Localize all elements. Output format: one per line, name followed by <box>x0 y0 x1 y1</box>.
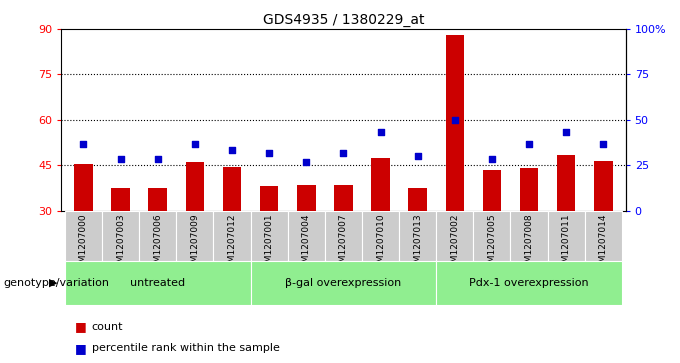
Text: GSM1207010: GSM1207010 <box>376 213 385 274</box>
Text: count: count <box>92 322 123 332</box>
Bar <box>362 211 399 261</box>
Point <box>226 147 237 153</box>
Point <box>115 156 126 162</box>
Point <box>449 117 460 123</box>
Text: GSM1207002: GSM1207002 <box>450 213 459 274</box>
Point <box>226 147 237 153</box>
Bar <box>594 160 613 211</box>
Point <box>338 150 349 156</box>
Bar <box>250 211 288 261</box>
Text: GSM1207013: GSM1207013 <box>413 213 422 274</box>
Point <box>524 141 534 147</box>
Bar <box>557 155 575 211</box>
Point <box>598 141 609 147</box>
Bar <box>223 167 241 211</box>
Text: GSM1207014: GSM1207014 <box>599 213 608 274</box>
Point <box>375 129 386 135</box>
Point <box>598 141 609 147</box>
Point <box>338 150 349 156</box>
Text: β-gal overexpression: β-gal overexpression <box>286 278 401 288</box>
Point <box>264 150 275 156</box>
Text: GSM1207005: GSM1207005 <box>488 213 496 274</box>
Text: GSM1207004: GSM1207004 <box>302 213 311 274</box>
Bar <box>148 188 167 211</box>
Point <box>115 156 126 162</box>
Text: GSM1207009: GSM1207009 <box>190 213 199 274</box>
Bar <box>585 211 622 261</box>
Point <box>412 153 423 159</box>
Point <box>152 156 163 162</box>
Point <box>301 159 311 165</box>
Text: ▶: ▶ <box>50 278 58 288</box>
Bar <box>473 211 511 261</box>
Bar <box>511 211 547 261</box>
Point <box>190 141 201 147</box>
Text: untreated: untreated <box>130 278 186 288</box>
Bar <box>139 211 176 261</box>
Bar <box>399 211 437 261</box>
Text: GSM1207008: GSM1207008 <box>524 213 534 274</box>
Text: GSM1207012: GSM1207012 <box>228 213 237 274</box>
Text: GSM1207003: GSM1207003 <box>116 213 125 274</box>
Text: ■: ■ <box>75 342 86 355</box>
Point <box>375 129 386 135</box>
Bar <box>112 188 130 211</box>
Bar <box>437 211 473 261</box>
Text: GSM1207001: GSM1207001 <box>265 213 273 274</box>
Point <box>78 141 89 147</box>
Bar <box>297 185 316 211</box>
Bar <box>65 211 102 261</box>
Bar <box>250 261 437 305</box>
Point <box>486 156 497 162</box>
Bar <box>176 211 214 261</box>
Point <box>152 156 163 162</box>
Title: GDS4935 / 1380229_at: GDS4935 / 1380229_at <box>262 13 424 26</box>
Point <box>190 141 201 147</box>
Point <box>486 156 497 162</box>
Point <box>449 117 460 123</box>
Bar <box>260 186 278 211</box>
Text: GSM1207011: GSM1207011 <box>562 213 571 274</box>
Bar <box>102 211 139 261</box>
Point <box>301 159 311 165</box>
Bar <box>437 261 622 305</box>
Bar <box>371 158 390 211</box>
Bar <box>547 211 585 261</box>
Text: ■: ■ <box>75 320 86 333</box>
Point <box>561 129 572 135</box>
Text: GSM1207006: GSM1207006 <box>153 213 163 274</box>
Bar <box>483 170 501 211</box>
Bar <box>334 185 353 211</box>
Bar <box>65 261 250 305</box>
Point <box>78 141 89 147</box>
Bar <box>325 211 362 261</box>
Text: Pdx-1 overexpression: Pdx-1 overexpression <box>469 278 589 288</box>
Point <box>412 153 423 159</box>
Bar <box>445 35 464 211</box>
Text: GSM1207000: GSM1207000 <box>79 213 88 274</box>
Point <box>561 129 572 135</box>
Bar <box>520 168 539 211</box>
Text: genotype/variation: genotype/variation <box>3 278 109 288</box>
Text: GSM1207007: GSM1207007 <box>339 213 348 274</box>
Bar <box>186 162 204 211</box>
Text: percentile rank within the sample: percentile rank within the sample <box>92 343 279 354</box>
Bar <box>214 211 250 261</box>
Bar <box>409 188 427 211</box>
Bar <box>74 164 92 211</box>
Point <box>264 150 275 156</box>
Bar <box>288 211 325 261</box>
Point <box>524 141 534 147</box>
